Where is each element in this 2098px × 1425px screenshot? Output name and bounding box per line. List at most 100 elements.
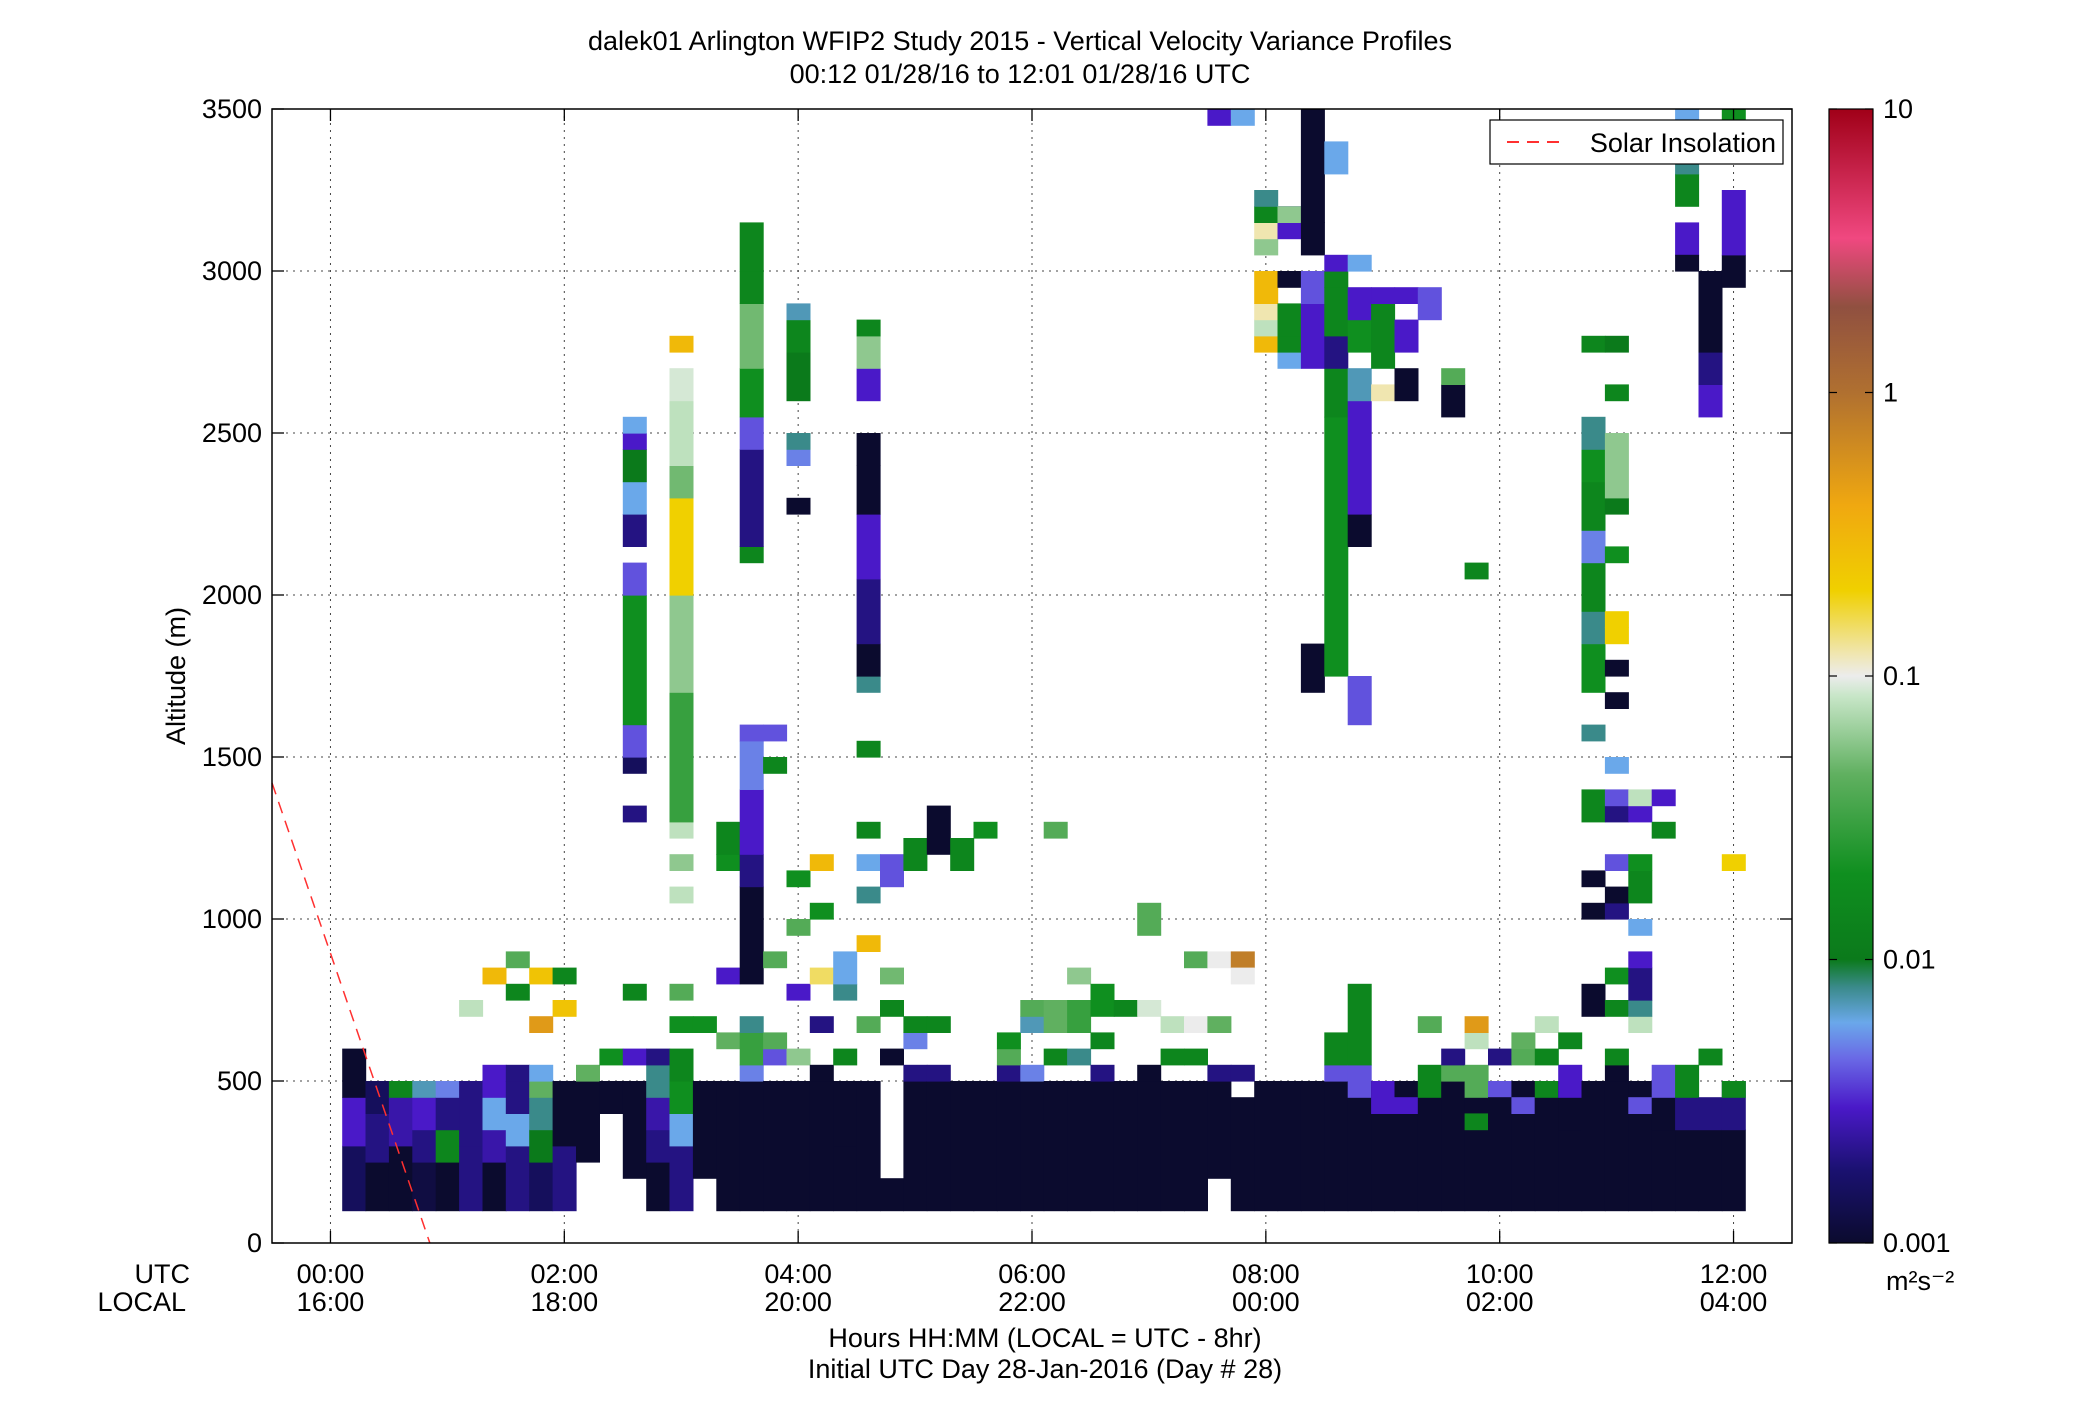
heatmap-cell [622, 983, 647, 1001]
heatmap-cell [1160, 1016, 1185, 1033]
heatmap-cell [646, 1097, 671, 1131]
heatmap-cell [1534, 1081, 1559, 1098]
heatmap-cell [1043, 1000, 1068, 1033]
x-tick-label-utc: 08:00 [1232, 1259, 1300, 1289]
heatmap-cell [1581, 983, 1606, 1017]
heatmap-cell [1698, 1048, 1723, 1066]
heatmap-cell [1347, 983, 1372, 1066]
heatmap-cell [1581, 416, 1606, 450]
heatmap-cell [856, 886, 881, 904]
x-tick-label-local: 04:00 [1700, 1287, 1768, 1317]
heatmap-cell [1113, 1081, 1138, 1212]
heatmap-cell [786, 433, 811, 450]
heatmap-cell [1137, 1000, 1162, 1017]
heatmap-cell [1300, 303, 1325, 369]
heatmap-cell [903, 1016, 928, 1033]
heatmap-cell [1394, 287, 1419, 304]
heatmap-cell [435, 1162, 460, 1212]
heatmap-cell [388, 1145, 413, 1212]
heatmap-cell [576, 1081, 600, 1163]
heatmap-cell [809, 854, 834, 871]
heatmap-cell [739, 1032, 764, 1066]
heatmap-cell [786, 303, 811, 321]
heatmap-cell [622, 562, 647, 596]
heatmap-cell [809, 902, 834, 920]
heatmap-cell [856, 578, 881, 645]
heatmap-cell [1324, 1032, 1349, 1066]
heatmap-cell [1651, 1064, 1676, 1098]
heatmap-cell [1371, 384, 1396, 402]
heatmap-cell [388, 1097, 413, 1147]
heatmap-cell [1604, 546, 1629, 564]
heatmap-cell [435, 1129, 460, 1163]
heatmap-cell [1417, 287, 1442, 321]
heatmap-cell [1464, 1113, 1489, 1131]
heatmap-cell [669, 1145, 694, 1212]
heatmap-cell [599, 1048, 624, 1066]
heatmap-cell [739, 1016, 764, 1033]
heatmap-cell [1698, 271, 1723, 304]
heatmap-cell [435, 1081, 460, 1098]
heatmap-cell [1464, 1064, 1489, 1098]
heatmap-cell [856, 643, 881, 677]
heatmap-cell [1628, 854, 1653, 871]
heatmap-cell [1207, 1064, 1232, 1082]
y-tick-label: 2500 [202, 418, 262, 448]
heatmap-cell [1324, 368, 1349, 418]
heatmap-cell [1488, 1097, 1512, 1114]
heatmap-cell [716, 1032, 741, 1050]
heatmap-cell [1581, 643, 1606, 693]
heatmap-cell [1137, 1064, 1162, 1082]
heatmap-cell [1604, 1064, 1629, 1082]
heatmap-cell [786, 919, 811, 936]
heatmap-cell [856, 368, 881, 402]
heatmap-cell [1698, 1097, 1723, 1131]
heatmap-cell [1604, 611, 1629, 628]
x-tick-label-utc: 00:00 [297, 1259, 365, 1289]
axis-ticks [272, 108, 1792, 1244]
heatmap-cell [669, 400, 694, 466]
heatmap-cell [926, 805, 951, 855]
heatmap-cell [833, 1081, 858, 1147]
heatmap-cell [1043, 1048, 1068, 1066]
heatmap-cell [856, 740, 881, 758]
heatmap-cell [552, 967, 577, 985]
heatmap-cell [996, 1048, 1021, 1066]
heatmap-cell [669, 497, 694, 596]
heatmap-cell [1604, 886, 1629, 904]
heatmap-cell [739, 886, 764, 985]
heatmap-cell [1675, 254, 1700, 272]
heatmap-cell [1300, 271, 1325, 304]
heatmap-cell [1511, 1032, 1536, 1050]
heatmap-cell [809, 967, 834, 985]
heatmap-cell [1184, 951, 1208, 969]
heatmap-cell [856, 319, 881, 337]
heatmap-cell [1371, 303, 1396, 369]
heatmap-cell [646, 1162, 671, 1212]
heatmap-cell [1721, 254, 1746, 288]
heatmap-cell [856, 1016, 881, 1033]
heatmap-cell [1441, 1081, 1466, 1212]
heatmap-cell [365, 1081, 390, 1114]
heatmap-cell [1558, 1032, 1583, 1050]
heatmap-cell [1277, 271, 1302, 288]
heatmap-cell [1417, 1016, 1442, 1033]
x-axis-tick-labels: 00:0016:0002:0018:0004:0020:0006:0022:00… [297, 1259, 1768, 1317]
heatmap-cell [1675, 1129, 1700, 1212]
heatmap-cell [1324, 335, 1349, 369]
heatmap-cell [622, 449, 647, 483]
heatmap-cell [1558, 1064, 1583, 1098]
heatmap-cell [1020, 1016, 1045, 1033]
heatmap-cell [622, 805, 647, 823]
heatmap-cell [1090, 983, 1115, 1017]
heatmap-cell [739, 1081, 764, 1212]
heatmap-cell [1581, 611, 1606, 645]
heatmap-cell [763, 951, 788, 969]
x-tick-label-local: 22:00 [998, 1287, 1066, 1317]
heatmap-cell [1581, 530, 1606, 564]
heatmap-cell [1675, 1064, 1700, 1098]
heatmap-cell [1441, 1064, 1466, 1082]
heatmap-cell [1254, 303, 1279, 321]
heatmap-cell [856, 433, 881, 466]
